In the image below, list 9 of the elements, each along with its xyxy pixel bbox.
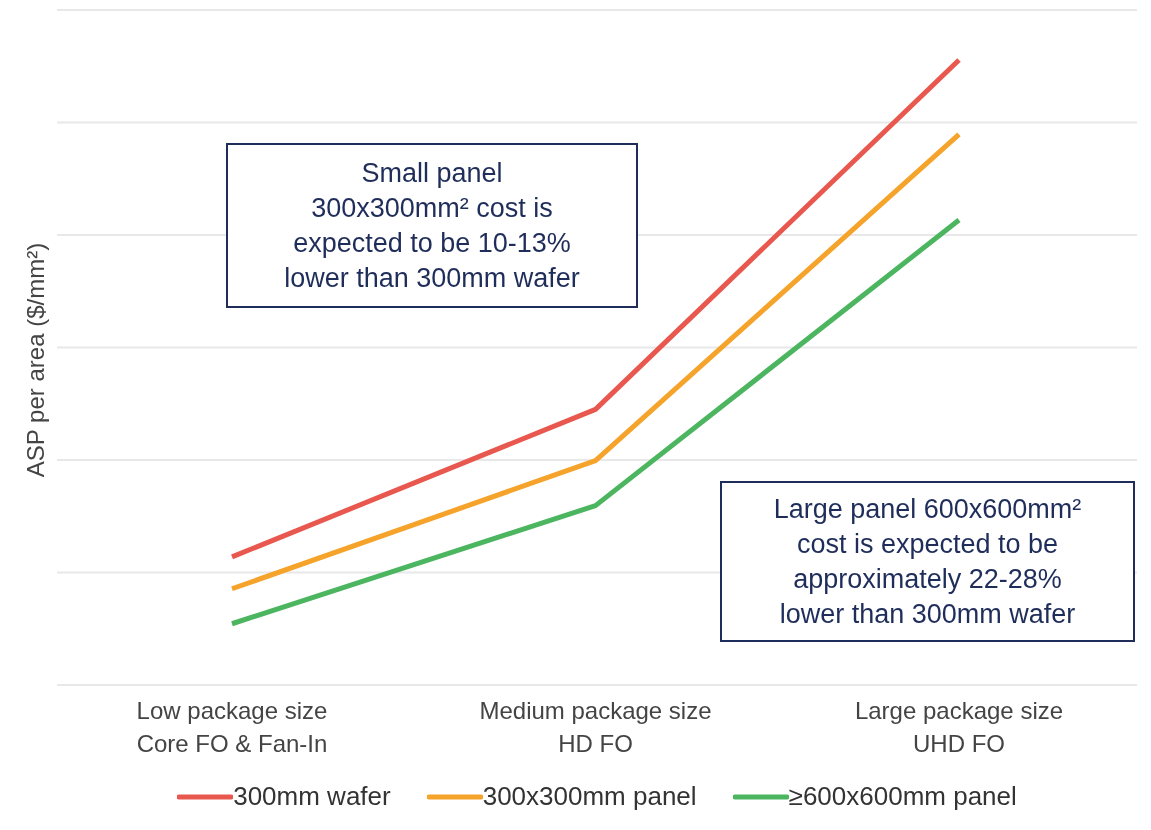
legend-label: ≥600x600mm panel — [787, 781, 1017, 812]
y-axis-title: ASP per area ($/mm²) — [22, 242, 50, 478]
x-tick-label: Large package size UHD FO — [854, 697, 1064, 757]
legend-label: 300x300mm panel — [481, 781, 697, 812]
text-box: Small panel 300x300mm² cost is expected to be 10-13% lower than 300mm wafer — [226, 143, 638, 308]
legend-label: 300mm wafer — [232, 781, 391, 812]
x-tick-label: Medium package size HD FO — [479, 697, 712, 757]
x-tick-label: Low package size Core FO & Fan-In — [136, 697, 328, 757]
text-box: Large panel 600x600mm² cost is expected to be approximately 22-28% lower than 300mm wafer — [720, 481, 1135, 642]
